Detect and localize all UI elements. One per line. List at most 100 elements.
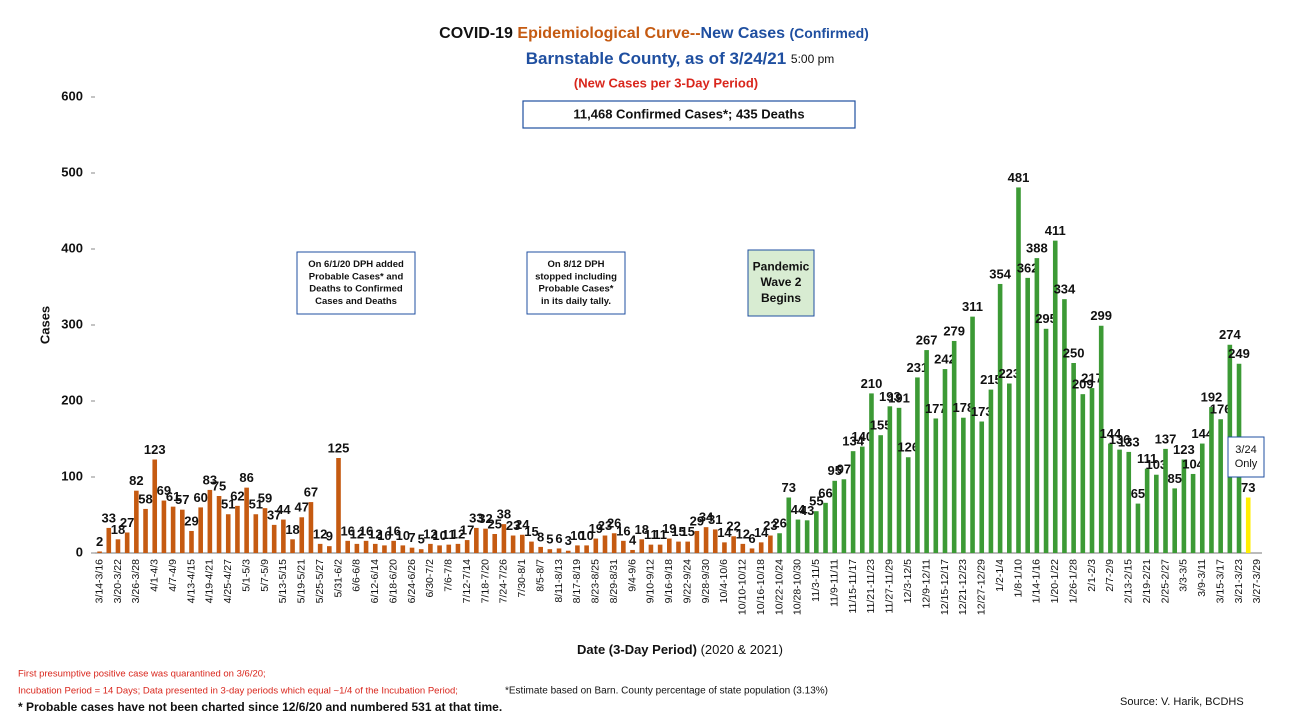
x-tick-label: 12/9-12/11 (920, 559, 932, 609)
x-tick-label: 3/26-3/28 (130, 559, 142, 604)
x-tick-label: 3/14-3/16 (93, 559, 105, 604)
bar (538, 546, 543, 553)
bar (556, 548, 562, 553)
bar (951, 340, 957, 553)
bar (1190, 473, 1196, 553)
value-label: 33 (102, 510, 116, 525)
bar (942, 369, 948, 553)
x-tick-label: 8/17-8/19 (571, 559, 583, 604)
value-label: 274 (1219, 327, 1241, 342)
x-tick-label: 1/26-1/28 (1067, 559, 1079, 604)
value-label: 97 (837, 462, 851, 477)
value-label: 15 (680, 524, 694, 539)
bar (740, 543, 746, 553)
annotation-box (296, 251, 416, 315)
bar (1034, 258, 1040, 553)
footnote: * Probable cases have not been charted s… (18, 700, 502, 714)
bar (749, 548, 755, 553)
x-tick-label: 11/15-11/17 (847, 559, 859, 614)
value-label: 19 (589, 521, 603, 536)
value-label: 177 (925, 401, 947, 416)
value-label: 354 (989, 266, 1011, 281)
bar (391, 540, 396, 553)
value-label: 55 (809, 494, 823, 509)
annotation-text: in its daily tally. (541, 296, 611, 307)
value-label: 8 (537, 529, 544, 544)
value-label: 6 (748, 531, 755, 546)
bar (685, 541, 690, 553)
bar (501, 524, 507, 553)
value-label: 58 (138, 491, 152, 506)
bar (657, 544, 663, 553)
x-tick-label: 7/12-7/14 (461, 559, 473, 604)
bar (170, 506, 176, 553)
x-tick-label: 7/24-7/26 (498, 559, 510, 604)
value-label: 25 (487, 516, 501, 531)
bar (814, 511, 819, 553)
bar (354, 543, 360, 553)
bar (455, 543, 461, 553)
value-label: 250 (1063, 345, 1085, 360)
bar (474, 527, 479, 553)
bar (290, 539, 295, 553)
value-label: 10 (579, 528, 593, 543)
value-label: 103 (1145, 457, 1167, 472)
x-tick-label: 9/28-9/30 (700, 559, 712, 604)
bar (1089, 388, 1095, 553)
value-label: 47 (295, 500, 309, 515)
value-label: 193 (879, 389, 901, 404)
value-label: 176 (1210, 402, 1232, 417)
annotation-text: Pandemic (753, 260, 810, 274)
x-tick-label: 5/19-5/21 (296, 559, 308, 604)
x-axis-label: Date (3-Day Period) (2020 & 2021) (577, 642, 783, 657)
x-tick-label: 11/9-11/11 (828, 559, 840, 607)
bar (152, 459, 158, 553)
y-tick-label: 300 (61, 316, 83, 331)
bar (363, 540, 369, 553)
y-tick-label: 600 (61, 88, 83, 103)
value-label: 83 (203, 472, 217, 487)
bar (694, 530, 700, 553)
bar (1016, 187, 1021, 553)
bar (308, 502, 314, 553)
value-label: 17 (460, 523, 474, 538)
annotation-text: Only (1235, 458, 1258, 470)
value-label: 223 (998, 366, 1020, 381)
value-label: 33 (469, 510, 483, 525)
x-tick-label: 3/3-3/5 (1178, 559, 1190, 592)
bar (124, 532, 130, 553)
x-tick-label: 3/21-3/23 (1233, 559, 1245, 604)
x-tick-label: 6/18-6/20 (387, 559, 399, 604)
value-label: 37 (267, 507, 281, 522)
value-label: 65 (1131, 486, 1145, 501)
bar (731, 536, 736, 553)
x-tick-label: 7/30-8/1 (516, 559, 528, 598)
value-label: 388 (1026, 241, 1048, 256)
x-tick-label: 1/14-1/16 (1031, 559, 1043, 604)
value-label: 38 (497, 507, 511, 522)
bar (244, 487, 249, 553)
value-label: 217 (1081, 371, 1103, 386)
value-label: 14 (717, 525, 732, 540)
bar (602, 535, 608, 553)
x-tick-label: 10/28-10/30 (792, 559, 804, 615)
x-tick-label: 8/29-8/31 (608, 559, 620, 604)
value-label: 57 (175, 492, 189, 507)
title-part: (Confirmed) (790, 25, 869, 41)
value-label: 14 (754, 525, 769, 540)
bar (611, 533, 617, 553)
bar (859, 446, 865, 553)
bar (1144, 468, 1150, 553)
value-label: 27 (120, 515, 134, 530)
annotation-text: 3/24 (1235, 444, 1256, 456)
footnote: Incubation Period = 14 Days; Data presen… (18, 686, 458, 697)
value-label: 31 (708, 512, 722, 527)
value-label: 26 (772, 516, 786, 531)
annotation-text: Probable Cases* and (309, 271, 404, 282)
value-label: 111 (1137, 451, 1157, 466)
x-tick-label: 9/10-9/12 (645, 559, 657, 604)
bar (382, 545, 387, 553)
value-label: 242 (934, 352, 956, 367)
x-tick-label: 10/22-10/24 (773, 559, 785, 615)
bar (529, 541, 534, 553)
